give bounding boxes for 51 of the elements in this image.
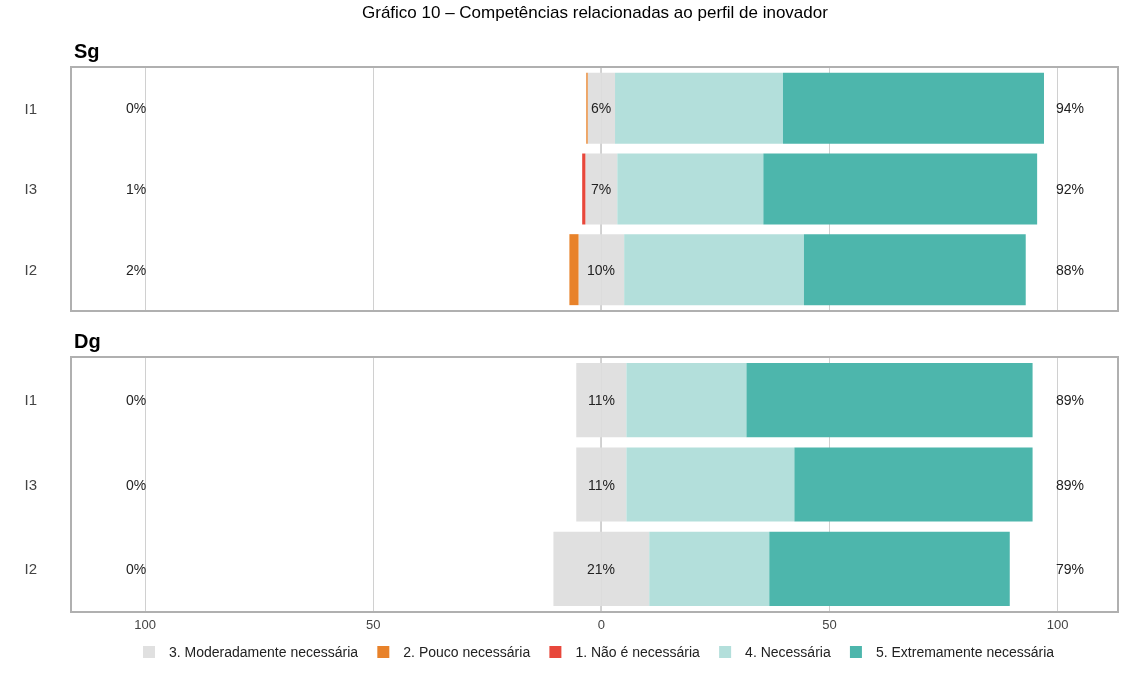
- annotation: 88%: [1056, 262, 1085, 278]
- annotation: 2%: [126, 262, 147, 278]
- annotation: 89%: [1056, 477, 1085, 493]
- bar: [746, 363, 1033, 438]
- annotation: 79%: [1056, 561, 1085, 577]
- y-tick-label: I2: [24, 560, 37, 578]
- annotation: 0%: [126, 477, 147, 493]
- y-tick-label: I3: [24, 180, 37, 198]
- bar: [615, 72, 783, 144]
- y-tick-label: I2: [24, 260, 37, 278]
- x-tick-label: 50: [365, 616, 381, 632]
- annotation: 7%: [591, 181, 612, 197]
- bar: [582, 153, 586, 225]
- legend-label: 4. Necessária: [745, 644, 831, 661]
- annotation: 94%: [1056, 100, 1085, 116]
- annotation: 10%: [587, 262, 616, 278]
- bar: [649, 531, 770, 606]
- bar: [624, 234, 804, 306]
- y-tick-label: I1: [24, 391, 37, 409]
- legend-label: 5. Extremamente necessária: [875, 644, 1055, 661]
- bar: [782, 72, 1044, 144]
- annotation: 1%: [126, 181, 147, 197]
- bar: [763, 153, 1038, 225]
- legend-label: 3. Moderadamente necessária: [169, 644, 359, 661]
- annotation: 89%: [1056, 392, 1085, 408]
- annotation: 0%: [126, 392, 147, 408]
- annotation: 11%: [588, 392, 615, 408]
- x-tick-label: 0: [597, 616, 605, 632]
- y-tick-label: I3: [24, 475, 37, 493]
- annotation: 21%: [587, 561, 616, 577]
- x-tick-label: 50: [822, 616, 837, 632]
- bar: [626, 363, 747, 438]
- annotation: 92%: [1056, 181, 1085, 197]
- chart-title: Dg: [74, 330, 101, 352]
- y-tick-label: I1: [24, 99, 37, 117]
- annotation: 0%: [126, 100, 147, 116]
- x-tick-label: 100: [1046, 616, 1069, 632]
- legend-label: 1. Não é necessária: [575, 644, 701, 661]
- x-tick-label: 100: [134, 616, 156, 632]
- chart-title: Gráfico 10 – Competências relacionadas ao perfil de inovador: [362, 3, 829, 22]
- annotation: 0%: [126, 561, 147, 577]
- bar: [569, 234, 579, 306]
- legend-label: 2. Pouco necessária: [403, 644, 531, 661]
- bar: [617, 153, 764, 225]
- bar: [794, 447, 1033, 522]
- annotation: 6%: [591, 100, 612, 116]
- chart-subtitle: Sg: [74, 40, 100, 62]
- annotation: 11%: [588, 477, 615, 493]
- bar: [803, 234, 1026, 306]
- bar: [626, 447, 795, 522]
- bar: [769, 531, 1010, 606]
